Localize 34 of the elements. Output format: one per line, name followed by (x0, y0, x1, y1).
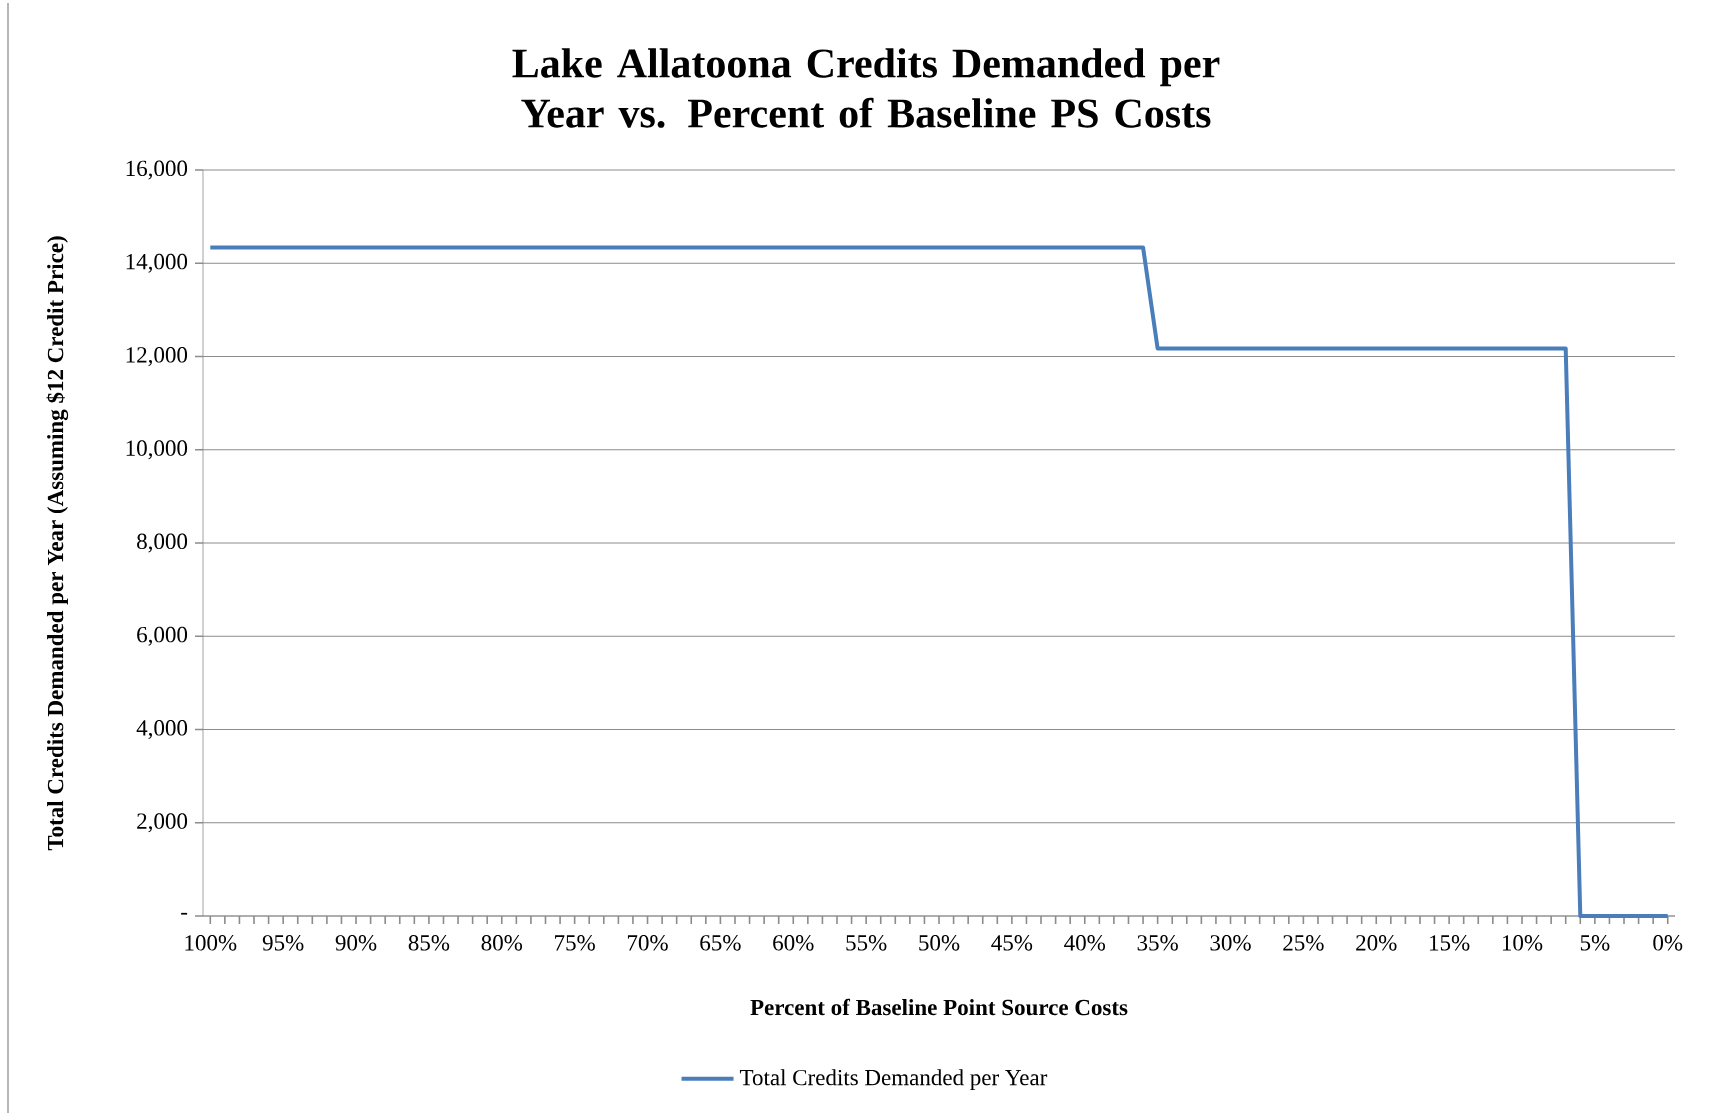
y-tick-label: - (181, 912, 188, 915)
y-tick-label: 10,000 (126, 440, 188, 460)
x-tick-label: 10% (1502, 935, 1543, 951)
x-tick-label: 75% (555, 935, 595, 951)
y-axis-title: Total Credits Demanded per Year (Assuming $12 Credit Price) (46, 236, 69, 851)
x-tick-label: 30% (1210, 935, 1251, 951)
x-tick-label: 20% (1356, 935, 1397, 951)
y-tick-label: 2,000 (137, 813, 188, 833)
x-tick-label: 85% (408, 935, 450, 951)
x-tick-label: 90% (335, 935, 377, 951)
x-tick-label: 100% (185, 935, 237, 951)
x-tick-label: 45% (991, 935, 1033, 951)
chart-title: Lake Allatoona Credits Demanded per Year vs. Percent of Baseline PS Costs (512, 48, 1220, 128)
x-tick-label: 35% (1137, 935, 1178, 951)
x-tick-label: 50% (919, 935, 960, 951)
x-tick-label: 60% (773, 935, 814, 951)
x-tick-label: 65% (700, 935, 741, 951)
x-tick-label: 80% (481, 935, 523, 951)
x-tick-label: 15% (1430, 935, 1470, 951)
x-tick-label: 0% (1653, 935, 1683, 951)
x-axis-title: Percent of Baseline Point Source Costs (750, 998, 1128, 1016)
y-tick-label: 12,000 (126, 347, 188, 366)
x-tick-label: 40% (1064, 935, 1106, 951)
y-tick-label: 16,000 (126, 160, 188, 180)
y-tick-label: 8,000 (137, 533, 188, 553)
x-tick-label: 25% (1283, 935, 1324, 951)
x-tick-label: 70% (627, 935, 668, 951)
y-tick-label: 4,000 (136, 720, 188, 739)
y-tick-label: 6,000 (137, 626, 188, 646)
y-tick-label: 14,000 (126, 253, 188, 273)
x-tick-label: 55% (846, 935, 887, 951)
x-tick-label: 95% (262, 935, 304, 951)
x-tick-label: 5% (1580, 935, 1610, 951)
legend-label: Total Credits Demanded per Year (739, 1069, 1048, 1091)
